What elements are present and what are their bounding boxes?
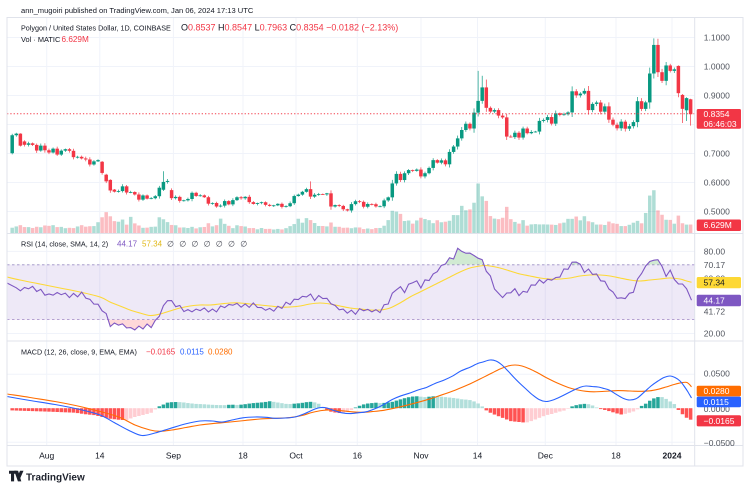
svg-text:18: 18 [238, 451, 248, 461]
svg-text:0.0115: 0.0115 [180, 348, 204, 357]
svg-text:0.5000: 0.5000 [704, 207, 730, 217]
svg-text:Vol · MATIC: Vol · MATIC [21, 35, 61, 44]
svg-text:Dec: Dec [538, 451, 554, 461]
svg-text:06:46:03: 06:46:03 [704, 119, 737, 129]
svg-text:16: 16 [353, 451, 363, 461]
svg-text:0.0280: 0.0280 [208, 348, 233, 357]
svg-text:57.34: 57.34 [704, 278, 726, 288]
svg-text:∅: ∅ [240, 240, 247, 249]
svg-text:0.0000: 0.0000 [704, 404, 730, 414]
svg-text:18: 18 [611, 451, 621, 461]
svg-text:20.00: 20.00 [704, 329, 726, 339]
svg-text:−0.0500: −0.0500 [704, 438, 735, 448]
svg-text:∅: ∅ [167, 240, 174, 249]
svg-text:41.72: 41.72 [704, 306, 726, 316]
svg-text:RSI (14, close, SMA, 14, 2): RSI (14, close, SMA, 14, 2) [21, 239, 108, 248]
svg-text:ann_mugoiri published on Tradi: ann_mugoiri published on TradingView.com… [21, 6, 254, 15]
svg-text:0.0115: 0.0115 [704, 397, 730, 407]
svg-text:∅: ∅ [179, 240, 186, 249]
svg-text:70.17: 70.17 [704, 260, 726, 270]
svg-text:80.00: 80.00 [704, 246, 726, 256]
svg-text:MACD (12, 26, close, 9, EMA, E: MACD (12, 26, close, 9, EMA, EMA) [21, 347, 137, 356]
svg-text:0.9000: 0.9000 [704, 91, 730, 101]
svg-text:6.629M: 6.629M [704, 220, 732, 230]
svg-text:44.17: 44.17 [117, 240, 138, 249]
svg-text:Polygon / United States Dollar: Polygon / United States Dollar, 1D, COIN… [21, 23, 171, 32]
svg-text:−0.0165: −0.0165 [704, 416, 735, 426]
svg-text:Oct: Oct [289, 451, 303, 461]
svg-text:57.34: 57.34 [142, 240, 163, 249]
svg-text:0.6000: 0.6000 [704, 178, 730, 188]
svg-text:Aug: Aug [39, 451, 54, 461]
svg-text:Sep: Sep [166, 451, 181, 461]
svg-text:Nov: Nov [413, 451, 429, 461]
svg-text:6.629M: 6.629M [62, 35, 89, 44]
svg-text:14: 14 [95, 451, 105, 461]
svg-text:0.0500: 0.0500 [704, 368, 730, 378]
svg-text:−0.0165: −0.0165 [146, 348, 176, 357]
svg-text:∅: ∅ [191, 240, 198, 249]
svg-text:1.1000: 1.1000 [704, 33, 730, 43]
svg-text:0.7000: 0.7000 [704, 149, 730, 159]
svg-text:∅: ∅ [216, 240, 223, 249]
svg-text:0.0280: 0.0280 [704, 386, 730, 396]
svg-text:0.8354: 0.8354 [704, 109, 730, 119]
svg-text:44.17: 44.17 [704, 295, 726, 305]
svg-text:14: 14 [473, 451, 483, 461]
svg-text:∅: ∅ [204, 240, 211, 249]
svg-text:1.0000: 1.0000 [704, 62, 730, 72]
svg-text:2024: 2024 [663, 451, 682, 461]
svg-text:TradingView: TradingView [26, 472, 85, 483]
svg-text:∅: ∅ [228, 240, 235, 249]
svg-text:O0.8537 H0.8547 L0.7963 C0.835: O0.8537 H0.8547 L0.7963 C0.8354 −0.0182 … [181, 23, 398, 33]
